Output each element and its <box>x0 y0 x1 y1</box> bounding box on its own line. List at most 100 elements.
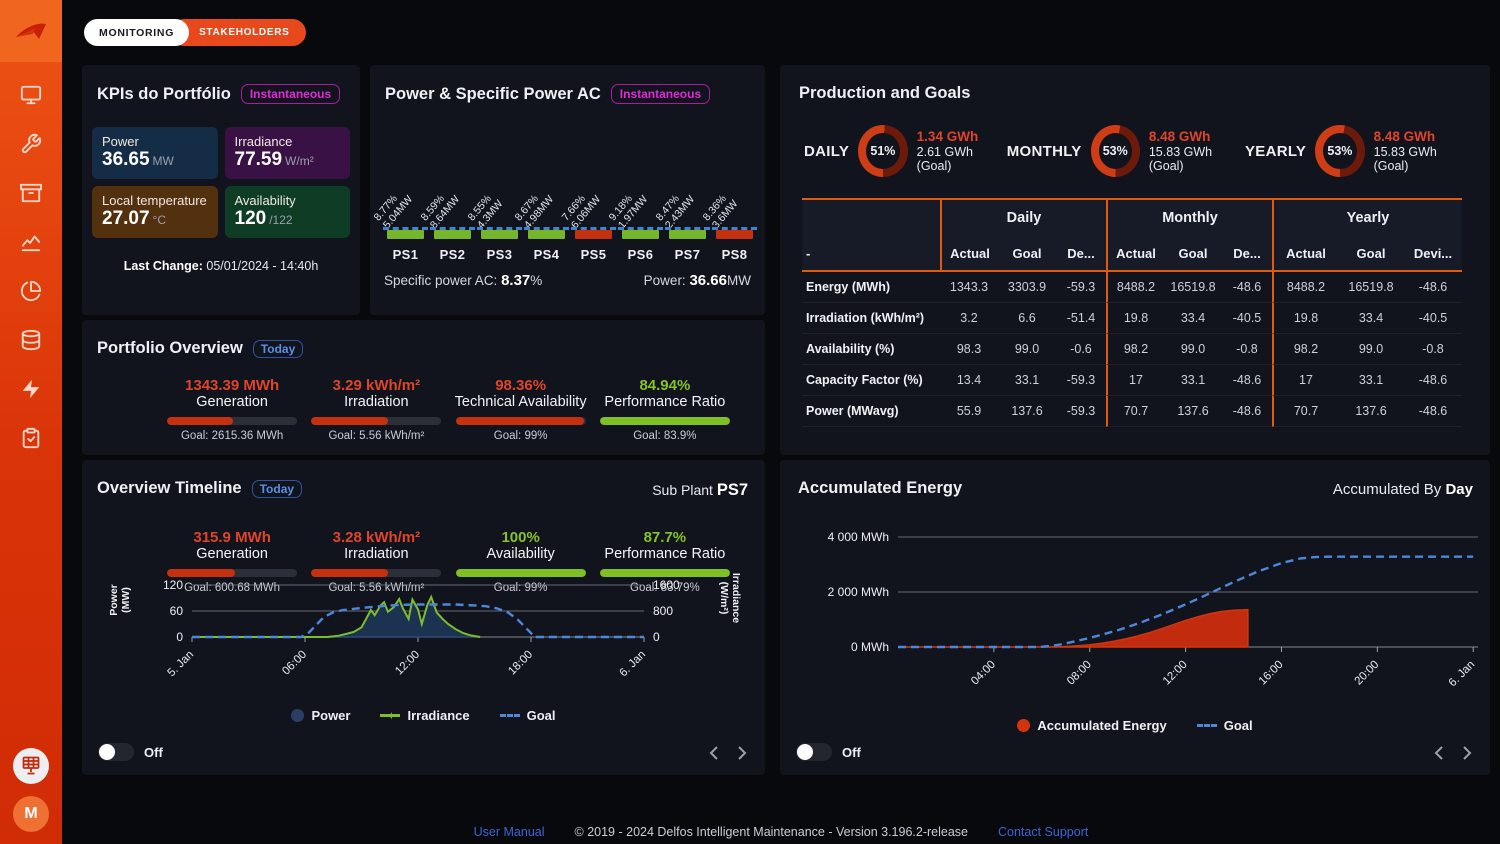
kpi-value: 3.28 kWh/m² <box>332 529 421 546</box>
table-cell: 98.3 <box>940 334 998 365</box>
chevron-right-icon[interactable] <box>735 745 749 761</box>
kpi-progress-bar <box>167 569 298 577</box>
table-cell: -0.6 <box>1056 334 1106 365</box>
svg-text:6. Jan: 6. Jan <box>617 649 648 680</box>
kpi-card-value: 77.59 <box>234 149 283 170</box>
delfos-logo[interactable] <box>0 0 62 62</box>
kpi-progress-bar <box>455 569 586 577</box>
table-cell: 137.6 <box>1164 396 1222 427</box>
bar-category-label: PS8 <box>721 247 748 262</box>
table-cell: 6.6 <box>998 303 1056 334</box>
accumulated-toggle[interactable] <box>796 743 832 761</box>
svg-text:06:00: 06:00 <box>280 649 309 678</box>
kpi-value: 315.9 MWh <box>193 529 271 546</box>
timeline-toggle[interactable] <box>98 743 134 761</box>
kpi-label: Irradiation <box>344 394 409 410</box>
svg-text:4 000 MWh: 4 000 MWh <box>828 530 889 544</box>
gauge-yearly: YEARLY 53% 8.48 GWh 15.83 GWh (Goal) <box>1245 125 1470 177</box>
monitor-icon[interactable] <box>20 84 42 106</box>
table-cell: -40.5 <box>1404 303 1462 334</box>
legend-irradiance[interactable]: ✦ Irradiance <box>380 708 470 723</box>
tab-stakeholders[interactable]: STAKEHOLDERS <box>171 19 306 46</box>
solar-panel-icon[interactable] <box>13 748 49 784</box>
svg-text:20:00: 20:00 <box>1353 659 1382 688</box>
gauge-monthly: MONTHLY 53% 8.48 GWh 15.83 GWh (Goal) <box>1007 125 1245 177</box>
contact-support-link[interactable]: Contact Support <box>998 825 1089 839</box>
kpi-progress-bar <box>167 417 298 425</box>
table-cell: 137.6 <box>1338 396 1404 427</box>
legend-label: Goal <box>526 708 556 723</box>
overview-kpi-irradiation: 3.29 kWh/m² Irradiation Goal: 5.56 kWh/m… <box>304 350 448 442</box>
bar <box>387 230 424 239</box>
chevron-left-icon[interactable] <box>1432 745 1446 761</box>
legend-circle-marker <box>1017 719 1031 732</box>
table-cell: 99.0 <box>1338 334 1404 365</box>
tab-monitoring[interactable]: MONITORING <box>84 19 190 46</box>
footer: User Manual © 2019 - 2024 Delfos Intelli… <box>62 825 1500 839</box>
table-subheader: Goal <box>1338 236 1404 272</box>
svg-text:0: 0 <box>176 630 183 644</box>
kpi-progress-bar <box>599 417 730 425</box>
svg-text:16:00: 16:00 <box>1257 659 1286 688</box>
kpi-card-value: 36.65 <box>102 149 150 170</box>
table-group-header: Daily <box>940 198 1106 236</box>
table-row-label: Irradiation (kWh/m²) <box>802 303 940 334</box>
table-cell: -48.6 <box>1404 396 1462 427</box>
kpis-panel-title: KPIs do Portfólio <box>97 84 231 103</box>
area-chart-icon[interactable] <box>20 231 42 253</box>
table-cell: 8488.2 <box>1272 272 1338 303</box>
kpi-goal: Goal: 83.9% <box>633 430 697 442</box>
user-manual-link[interactable]: User Manual <box>473 825 545 839</box>
svg-text:120: 120 <box>163 578 183 592</box>
user-avatar[interactable]: M <box>13 796 49 832</box>
accumulated-by-selector[interactable]: Accumulated By Day <box>1332 481 1473 498</box>
kpi-card-label: Power <box>102 134 139 149</box>
overview-kpi-technical-availability: 98.36% Technical Availability Goal: 99% <box>449 350 593 442</box>
bar <box>669 230 706 239</box>
table-cell: 33.4 <box>1164 303 1222 334</box>
chevron-right-icon[interactable] <box>1460 745 1474 761</box>
bar-ps1: 8.77% 5.04MW PS1 <box>372 193 429 265</box>
kpi-label: Technical Availability <box>454 394 587 410</box>
kpi-card-local-temperature: Local temperature 27.07 °C <box>92 186 218 238</box>
kpi-value: 3.29 kWh/m² <box>332 377 421 394</box>
kpi-goal: Goal: 2615.36 MWh <box>180 430 284 442</box>
last-change: Last Change: 05/01/2024 - 14:40h <box>123 259 319 273</box>
instantaneous-badge: Instantaneous <box>240 84 341 104</box>
kpi-card-label: Irradiance <box>234 134 293 149</box>
today-badge: Today <box>251 479 303 498</box>
kpi-card-unit: MW <box>152 154 174 168</box>
legend-power[interactable]: Power <box>291 708 350 723</box>
legend-label: Accumulated Energy <box>1037 718 1167 733</box>
table-subheader: Actual <box>1272 236 1338 272</box>
kpi-card-value: 120 <box>234 208 267 229</box>
subplant-selector[interactable]: Sub Plant PS7 <box>652 481 748 499</box>
archive-icon[interactable] <box>20 182 42 204</box>
kpi-card-availability: Availability 120/122 <box>224 186 350 238</box>
table-cell: 33.1 <box>1338 365 1404 396</box>
table-cell: -0.8 <box>1404 334 1462 365</box>
chevron-left-icon[interactable] <box>707 745 721 761</box>
bar-ps5: 7.66% 6.06MW PS5 <box>560 193 617 265</box>
pie-chart-icon[interactable] <box>20 280 42 302</box>
table-row-label: Power (MWavg) <box>802 396 940 427</box>
view-tabs: MONITORING STAKEHOLDERS <box>84 19 306 46</box>
kpi-goal: Goal: 99% <box>493 430 548 442</box>
legend-line-marker: ✦ <box>380 711 401 721</box>
legend-goal[interactable]: Goal <box>499 708 556 723</box>
wrench-icon[interactable] <box>20 133 42 155</box>
panel-portfolio-overview: Portfolio Overview Today 1343.39 MWh Gen… <box>82 320 765 455</box>
table-cell: 99.0 <box>1164 334 1222 365</box>
lightning-icon[interactable] <box>20 378 42 400</box>
overview-kpi-performance-ratio: 87.7% Performance Ratio Goal: 83.79% <box>593 502 737 594</box>
legend-goal[interactable]: Goal <box>1196 718 1253 733</box>
bar <box>528 230 565 239</box>
legend-accumulated-energy[interactable]: Accumulated Energy <box>1017 718 1167 733</box>
database-icon[interactable] <box>20 329 42 351</box>
goal-line <box>430 227 475 230</box>
goal-line <box>524 227 569 230</box>
accumulated-toggle-label: Off <box>842 744 861 760</box>
accumulated-chart: 04:00 08:00 12:00 16:00 20:00 6. Jan 4 000 MWh… <box>828 530 1478 689</box>
svg-text:1600: 1600 <box>653 578 680 592</box>
clipboard-check-icon[interactable] <box>20 427 42 449</box>
